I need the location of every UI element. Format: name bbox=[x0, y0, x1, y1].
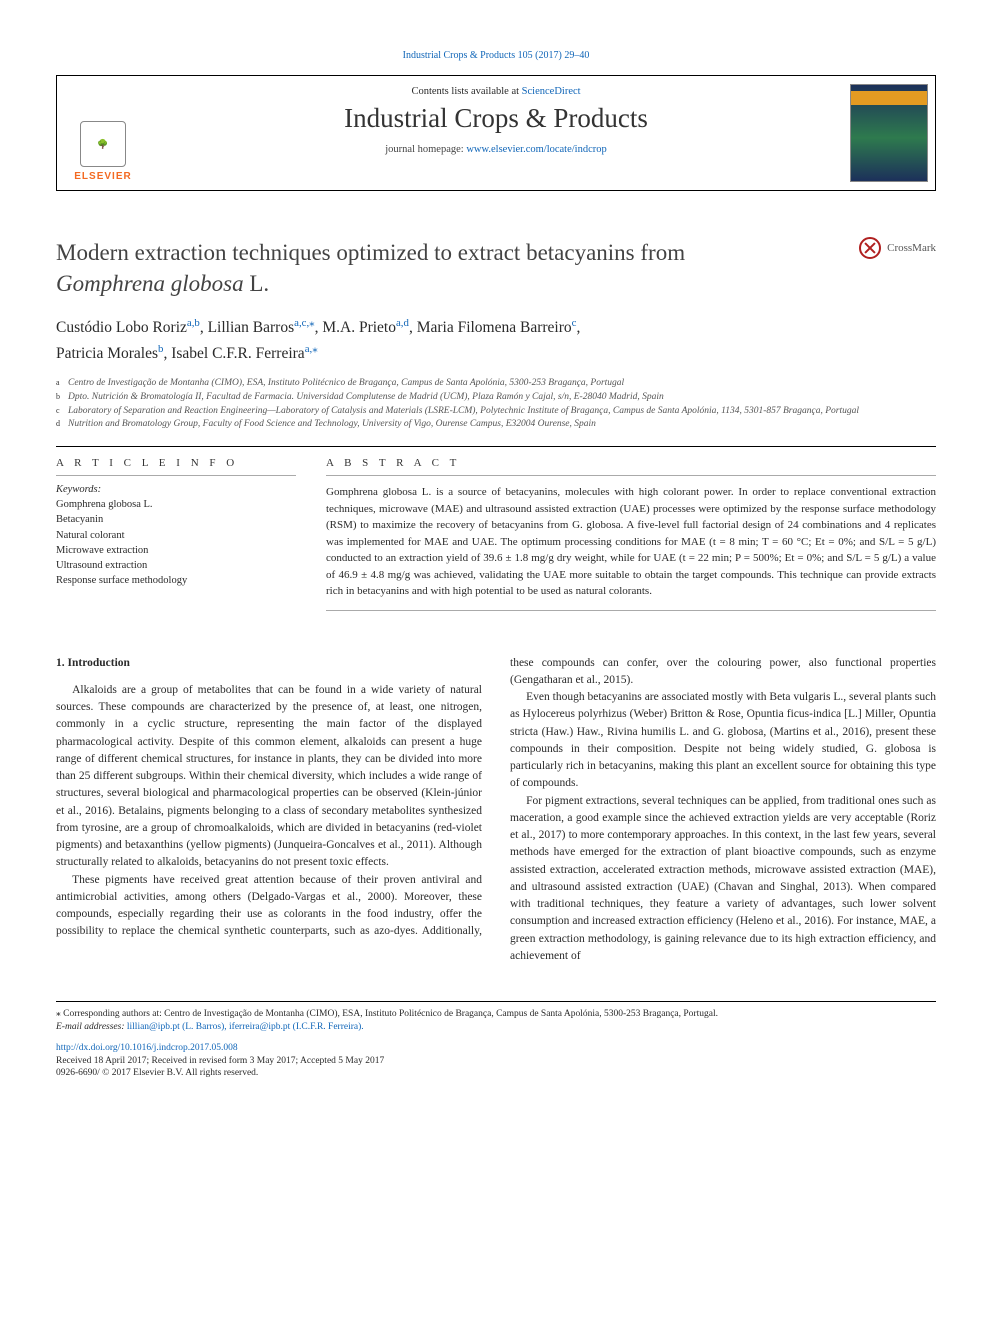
elsevier-tree-icon: 🌳 bbox=[80, 121, 126, 167]
author: Custódio Lobo Roriza,b bbox=[56, 319, 200, 336]
journal-cover-cell bbox=[843, 76, 935, 190]
email-line: E-mail addresses: lillian@ipb.pt (L. Bar… bbox=[56, 1021, 936, 1034]
abstract-column: A B S T R A C T Gomphrena globosa L. is … bbox=[326, 457, 936, 611]
homepage-link[interactable]: www.elsevier.com/locate/indcrop bbox=[466, 144, 606, 155]
title-post: L. bbox=[244, 271, 270, 296]
running-head-link[interactable]: Industrial Crops & Products 105 (2017) 2… bbox=[403, 50, 590, 61]
homepage-line: journal homepage: www.elsevier.com/locat… bbox=[157, 144, 835, 155]
affiliations: aCentro de Investigação de Montanha (CIM… bbox=[56, 377, 936, 432]
publisher-wordmark: ELSEVIER bbox=[64, 171, 142, 182]
title-pre: Modern extraction techniques optimized t… bbox=[56, 240, 685, 265]
homepage-prefix: journal homepage: bbox=[385, 144, 466, 155]
keyword: Microwave extraction bbox=[56, 543, 296, 558]
keywords-head: Keywords: bbox=[56, 484, 296, 495]
article-title: Modern extraction techniques optimized t… bbox=[56, 237, 685, 299]
intro-heading: 1. Introduction bbox=[56, 655, 482, 672]
publisher-logo-cell: 🌳 ELSEVIER bbox=[57, 76, 149, 190]
emails-text[interactable]: lillian@ipb.pt (L. Barros), iferreira@ip… bbox=[125, 1022, 364, 1032]
contents-prefix: Contents lists available at bbox=[411, 86, 521, 97]
body-paragraph: Even though betacyanins are associated m… bbox=[510, 689, 936, 793]
author: Isabel C.F.R. Ferreiraa,⁎ bbox=[171, 345, 317, 362]
body-paragraph: For pigment extractions, several techniq… bbox=[510, 793, 936, 966]
crossmark-widget[interactable]: CrossMark bbox=[859, 237, 936, 259]
divider-rule bbox=[56, 446, 936, 447]
keyword: Betacyanin bbox=[56, 512, 296, 527]
emails-label: E-mail addresses: bbox=[56, 1022, 125, 1032]
crossmark-label: CrossMark bbox=[887, 242, 936, 254]
thin-rule bbox=[326, 610, 936, 611]
body-text: 1. Introduction Alkaloids are a group of… bbox=[56, 655, 936, 966]
received-line: Received 18 April 2017; Received in revi… bbox=[56, 1055, 936, 1068]
article-info-column: A R T I C L E I N F O Keywords: Gomphren… bbox=[56, 457, 296, 611]
keyword: Response surface methodology bbox=[56, 573, 296, 588]
affiliation: aCentro de Investigação de Montanha (CIM… bbox=[56, 377, 936, 391]
abstract-text: Gomphrena globosa L. is a source of beta… bbox=[326, 484, 936, 600]
elsevier-logo: 🌳 ELSEVIER bbox=[64, 121, 142, 182]
authors-line: Custódio Lobo Roriza,b, Lillian Barrosa,… bbox=[56, 315, 936, 367]
footnotes: ⁎ Corresponding authors at: Centro de In… bbox=[56, 1001, 936, 1080]
journal-name: Industrial Crops & Products bbox=[157, 103, 835, 134]
title-species: Gomphrena globosa bbox=[56, 271, 244, 296]
keyword: Natural colorant bbox=[56, 528, 296, 543]
author: Patricia Moralesb bbox=[56, 345, 163, 362]
doi-link[interactable]: http://dx.doi.org/10.1016/j.indcrop.2017… bbox=[56, 1043, 238, 1053]
article-info-label: A R T I C L E I N F O bbox=[56, 457, 296, 469]
sciencedirect-link[interactable]: ScienceDirect bbox=[522, 86, 581, 97]
doi-block: http://dx.doi.org/10.1016/j.indcrop.2017… bbox=[56, 1042, 936, 1080]
affiliation: bDpto. Nutrición & Bromatología II, Facu… bbox=[56, 391, 936, 405]
masthead-center: Contents lists available at ScienceDirec… bbox=[149, 76, 843, 190]
running-head: Industrial Crops & Products 105 (2017) 2… bbox=[56, 50, 936, 61]
crossmark-icon bbox=[859, 237, 881, 259]
affiliation: cLaboratory of Separation and Reaction E… bbox=[56, 405, 936, 419]
affiliation: dNutrition and Bromatology Group, Facult… bbox=[56, 418, 936, 432]
body-paragraph: Alkaloids are a group of metabolites tha… bbox=[56, 682, 482, 872]
keyword: Gomphrena globosa L. bbox=[56, 497, 296, 512]
thin-rule bbox=[56, 475, 296, 476]
keyword: Ultrasound extraction bbox=[56, 558, 296, 573]
masthead: 🌳 ELSEVIER Contents lists available at S… bbox=[56, 75, 936, 191]
thin-rule bbox=[326, 475, 936, 476]
author: Lillian Barrosa,c,⁎ bbox=[208, 319, 315, 336]
abstract-label: A B S T R A C T bbox=[326, 457, 936, 469]
author: M.A. Prietoa,d bbox=[322, 319, 409, 336]
contents-line: Contents lists available at ScienceDirec… bbox=[157, 86, 835, 97]
corresponding-note: ⁎ Corresponding authors at: Centro de In… bbox=[56, 1008, 936, 1021]
keywords-list: Gomphrena globosa L. Betacyanin Natural … bbox=[56, 497, 296, 588]
journal-cover-thumb bbox=[850, 84, 928, 182]
issn-line: 0926-6690/ © 2017 Elsevier B.V. All righ… bbox=[56, 1067, 936, 1080]
author: Maria Filomena Barreiroc bbox=[417, 319, 577, 336]
